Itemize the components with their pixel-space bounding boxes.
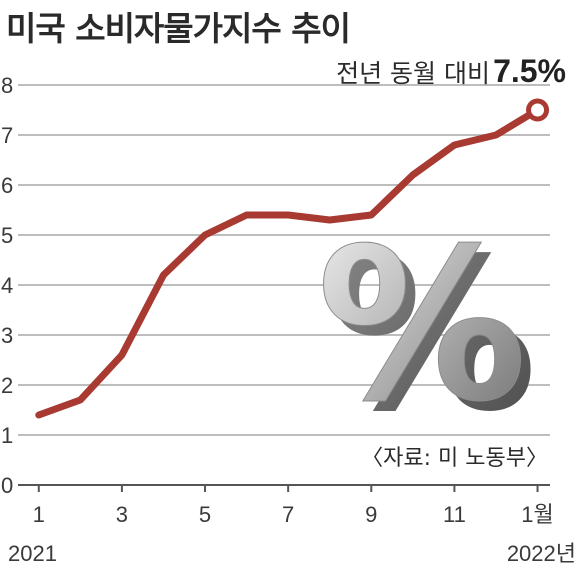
y-tick-label: 0 — [1, 473, 13, 498]
x-tick-label: 9 — [365, 502, 377, 527]
y-tick-label: 1 — [1, 423, 13, 448]
x-tick-label: 5 — [199, 502, 211, 527]
series-line — [35, 106, 541, 419]
y-tick-label: 8 — [1, 73, 13, 98]
annotation-label: 전년 동월 대비 — [336, 59, 490, 88]
x-tick-label: 7 — [282, 502, 294, 527]
x-tick-label: 3 — [116, 502, 128, 527]
x-tick-label: 1 — [33, 502, 45, 527]
y-tick-label: 5 — [1, 223, 13, 248]
x-tick-label: 1월 — [521, 502, 553, 527]
chart-title: 미국 소비자물가지수 추이 — [6, 9, 351, 48]
year-label-start: 2021 — [8, 541, 57, 566]
x-tick-label: 11 — [443, 502, 466, 527]
year-label-end: 2022년 — [507, 541, 576, 566]
y-tick-label: 3 — [1, 323, 13, 348]
y-tick-label: 2 — [1, 373, 13, 398]
y-tick-label: 6 — [1, 173, 13, 198]
percent-symbol: % — [317, 203, 527, 448]
percent-symbol-shadow: % — [327, 213, 537, 458]
end-point-marker — [526, 98, 550, 122]
annotation-value: 7.5% — [493, 53, 566, 89]
source-note: 〈자료: 미 노동부〉 — [361, 446, 548, 471]
percent-decoration: % % — [316, 203, 537, 459]
series — [35, 98, 550, 419]
gridlines — [18, 84, 550, 436]
y-tick-label: 7 — [1, 123, 13, 148]
y-tick-label: 4 — [1, 273, 13, 298]
